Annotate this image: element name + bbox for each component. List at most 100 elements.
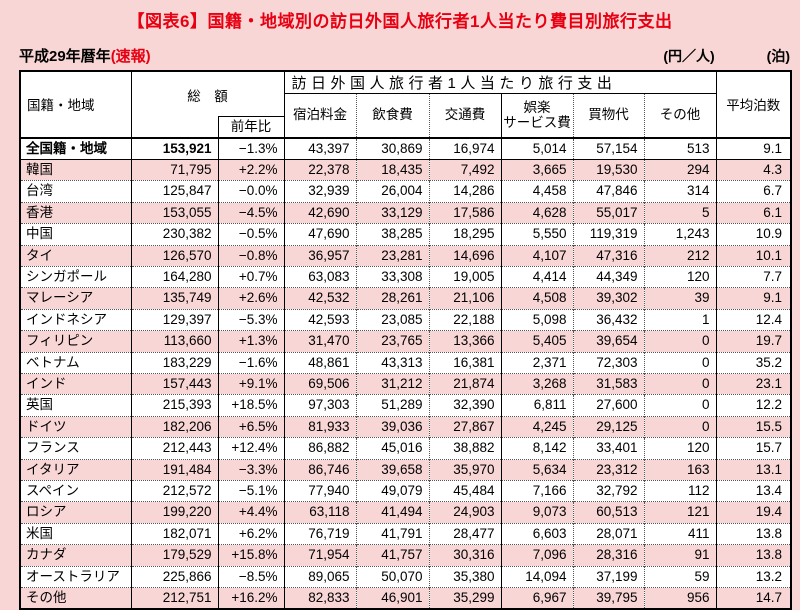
cell-nights: 13.8 <box>715 522 792 545</box>
cell-entertainment: 3,665 <box>500 158 573 181</box>
cell-shopping: 28,071 <box>572 522 644 545</box>
cell-other: 91 <box>643 544 717 567</box>
cell-yoy: +4.4% <box>217 501 284 524</box>
cell-total: 71,795 <box>130 158 218 181</box>
cell-food: 28,261 <box>355 287 429 310</box>
header-nights: 平均泊数 <box>715 71 792 139</box>
table-row: イタリア 191,484 −3.3% 86,746 39,658 35,970 5,634 2… <box>20 458 792 481</box>
cell-yoy: −5.1% <box>217 479 284 502</box>
cell-transport: 17,586 <box>428 201 501 224</box>
cell-total: 113,660 <box>130 330 218 353</box>
cell-transport: 16,974 <box>428 137 501 160</box>
cell-yoy: +15.8% <box>217 544 284 567</box>
cell-entertainment: 4,245 <box>500 415 573 438</box>
cell-nights: 9.1 <box>715 287 792 310</box>
table-row: 台湾 125,847 −0.0% 32,939 26,004 14,286 4,458 47,… <box>20 180 792 203</box>
header-total-label: 総 額 <box>187 89 228 104</box>
cell-nights: 35.2 <box>715 351 792 374</box>
cell-food: 43,313 <box>355 351 429 374</box>
cell-other: 956 <box>643 587 717 610</box>
header-region: 国籍・地域 <box>20 71 132 139</box>
unit-currency-label: (円／人) <box>663 48 715 64</box>
cell-lodging: 63,083 <box>283 265 356 288</box>
cell-total: 212,443 <box>130 437 218 460</box>
cell-yoy: +2.6% <box>217 287 284 310</box>
cell-shopping: 55,017 <box>572 201 644 224</box>
cell-lodging: 36,957 <box>283 244 356 267</box>
cell-food: 41,757 <box>355 544 429 567</box>
cell-yoy: −1.3% <box>217 137 284 160</box>
cell-food: 38,285 <box>355 223 429 246</box>
cell-total: 126,570 <box>130 244 218 267</box>
cell-other: 39 <box>643 287 717 310</box>
cell-lodging: 86,746 <box>283 458 356 481</box>
cell-total: 212,751 <box>130 587 218 610</box>
cell-lodging: 31,470 <box>283 330 356 353</box>
cell-total: 199,220 <box>130 501 218 524</box>
cell-shopping: 72,303 <box>572 351 644 374</box>
cell-food: 31,212 <box>355 372 429 395</box>
cell-transport: 21,874 <box>428 372 501 395</box>
cell-transport: 13,366 <box>428 330 501 353</box>
cell-lodging: 77,940 <box>283 479 356 502</box>
cell-transport: 19,005 <box>428 265 501 288</box>
cell-region: 韓国 <box>20 158 131 181</box>
sub-header-bar: 平成29年暦年(速報) (円／人) (泊) <box>19 45 790 66</box>
cell-region: 中国 <box>20 223 131 246</box>
cell-transport: 14,286 <box>428 180 501 203</box>
cell-entertainment: 5,098 <box>500 308 573 331</box>
cell-nights: 13.1 <box>715 458 792 481</box>
cell-other: 513 <box>643 137 717 160</box>
header-food: 飲食費 <box>355 93 429 139</box>
period-label: 平成29年暦年(速報) <box>19 45 151 66</box>
cell-shopping: 39,302 <box>572 287 644 310</box>
cell-lodging: 42,690 <box>283 201 356 224</box>
cell-nights: 10.1 <box>715 244 792 267</box>
cell-region: マレーシア <box>20 287 131 310</box>
cell-nights: 12.2 <box>715 394 792 417</box>
cell-total: 230,382 <box>130 223 218 246</box>
cell-other: 212 <box>643 244 717 267</box>
cell-entertainment: 4,107 <box>500 244 573 267</box>
cell-yoy: +6.5% <box>217 415 284 438</box>
cell-yoy: +0.7% <box>217 265 284 288</box>
cell-shopping: 44,349 <box>572 265 644 288</box>
cell-total: 212,572 <box>130 479 218 502</box>
cell-transport: 45,484 <box>428 479 501 502</box>
cell-total: 182,206 <box>130 415 218 438</box>
cell-yoy: +6.2% <box>217 522 284 545</box>
cell-nights: 12.4 <box>715 308 792 331</box>
cell-entertainment: 6,603 <box>500 522 573 545</box>
cell-region: 台湾 <box>20 180 131 203</box>
cell-food: 45,016 <box>355 437 429 460</box>
cell-food: 33,308 <box>355 265 429 288</box>
cell-yoy: −0.8% <box>217 244 284 267</box>
cell-transport: 24,903 <box>428 501 501 524</box>
cell-region: その他 <box>20 587 131 610</box>
cell-entertainment: 4,458 <box>500 180 573 203</box>
cell-food: 41,494 <box>355 501 429 524</box>
cell-transport: 32,390 <box>428 394 501 417</box>
table-row: マレーシア 135,749 +2.6% 42,532 28,261 21,106 4,508… <box>20 287 792 310</box>
header-yoy-label: 前年比 <box>217 115 283 136</box>
cell-food: 18,435 <box>355 158 429 181</box>
cell-shopping: 32,792 <box>572 479 644 502</box>
cell-other: 5 <box>643 201 717 224</box>
cell-yoy: −8.5% <box>217 565 284 588</box>
cell-region: ベトナム <box>20 351 131 374</box>
table-row: フランス 212,443 +12.4% 86,882 45,016 38,882 8,142… <box>20 437 792 460</box>
table-row: ロシア 199,220 +4.4% 63,118 41,494 24,903 9,073 60… <box>20 501 792 524</box>
table-row: ベトナム 183,229 −1.6% 48,861 43,313 16,381 2,371 7… <box>20 351 792 374</box>
cell-entertainment: 5,634 <box>500 458 573 481</box>
cell-nights: 6.7 <box>715 180 792 203</box>
cell-shopping: 37,199 <box>572 565 644 588</box>
cell-total: 153,921 <box>130 137 218 160</box>
cell-shopping: 119,319 <box>572 223 644 246</box>
cell-lodging: 76,719 <box>283 522 356 545</box>
cell-entertainment: 4,414 <box>500 265 573 288</box>
cell-other: 120 <box>643 437 717 460</box>
cell-yoy: −4.5% <box>217 201 284 224</box>
cell-total: 164,280 <box>130 265 218 288</box>
cell-food: 39,658 <box>355 458 429 481</box>
cell-yoy: +9.1% <box>217 372 284 395</box>
